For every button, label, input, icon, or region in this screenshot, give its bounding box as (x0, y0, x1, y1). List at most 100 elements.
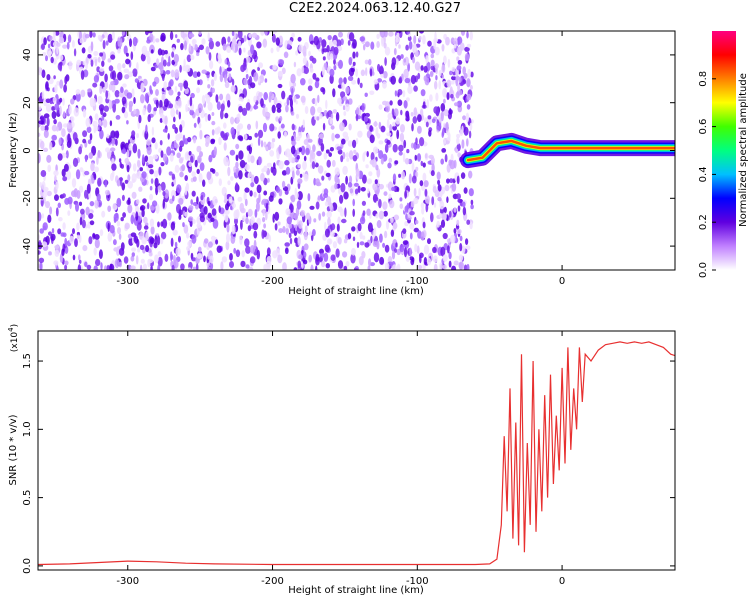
spectrogram-cell (460, 31, 466, 36)
spectrogram-cell (194, 159, 198, 168)
spectrogram-cell (456, 219, 460, 226)
spectrogram-cell (170, 143, 175, 150)
spectrogram-cell (281, 170, 287, 176)
spectrogram-cell (84, 261, 88, 268)
spectrogram-cell (253, 230, 258, 239)
spectrogram-cell (343, 265, 348, 270)
spectrogram-cell (314, 97, 318, 107)
spectrogram-cell (98, 119, 102, 126)
spectrogram-cell (147, 164, 154, 169)
spectrogram-cell (445, 36, 450, 46)
spectrogram-cell (324, 244, 330, 253)
spectrogram-cell (277, 70, 284, 77)
spectrogram-cell (426, 99, 430, 109)
spectrogram-cell (391, 264, 398, 270)
spectrogram-cell (275, 116, 279, 122)
spectrogram-cell (150, 49, 154, 54)
spectrogram-cell (324, 228, 330, 238)
spectrogram-cell (211, 87, 215, 94)
x-tick-label: -200 (261, 276, 284, 287)
spectrogram-cell (136, 222, 142, 231)
spectrogram-cell (392, 143, 398, 153)
spectrogram-cell (74, 238, 78, 248)
spectrogram-cell (420, 202, 425, 209)
spectrogram-cell (427, 40, 432, 47)
spectrogram-cell (188, 205, 194, 211)
spectrogram-cell (296, 155, 300, 160)
spectrogram-cell (355, 68, 358, 77)
spectrogram-cell (393, 48, 397, 56)
spectrogram-cell (221, 256, 228, 263)
spectrogram-cell (38, 120, 44, 125)
spectrogram-cell (176, 38, 180, 43)
spectrogram-cell (171, 51, 175, 58)
spectrogram-cell (173, 139, 177, 149)
snr-line (38, 341, 675, 566)
spectrogram-cell (457, 205, 461, 212)
spectrogram-cell (261, 229, 265, 240)
spectrogram-cell (170, 107, 176, 118)
spectrogram-cell (121, 182, 126, 191)
spectrogram-cell (298, 220, 303, 229)
spectrogram-cell (466, 263, 470, 270)
spectrogram-cell (342, 96, 348, 101)
spectrogram-cell (68, 60, 73, 70)
spectrogram-cell (375, 164, 379, 171)
spectrogram-cell (205, 46, 210, 55)
spectrogram-cell (184, 87, 189, 95)
spectrogram-cell (100, 107, 104, 115)
spectrogram-cell (290, 111, 295, 116)
spectrogram-cell (117, 227, 121, 235)
spectrogram-cell (184, 175, 188, 181)
spectrogram-cell (367, 188, 370, 194)
spectrogram-cell (365, 67, 368, 77)
spectrogram-cell (59, 63, 63, 72)
spectrogram-y-ticks: -40 -20 0 20 40 (22, 49, 675, 254)
spectrogram-cell (352, 155, 358, 162)
spectrogram-cell (92, 32, 96, 38)
spectrogram-cell (76, 222, 80, 231)
spectrogram-cell (211, 120, 216, 126)
spectrogram-cell (350, 253, 356, 264)
spectrogram-cell (418, 187, 421, 198)
spectrogram-cell (251, 32, 258, 38)
spectrogram-cell (154, 177, 159, 188)
signal-track-line (466, 139, 675, 162)
colorbar-label: Normalized spectral amplitude (738, 73, 749, 227)
spectrogram-cell (109, 263, 115, 270)
spectrogram-cell (372, 229, 375, 240)
spectrogram-cell (227, 180, 231, 186)
spectrogram-cell (444, 154, 448, 163)
spectrogram-cell (191, 257, 197, 262)
spectrogram-cell (469, 85, 473, 90)
spectrogram-cell (210, 139, 215, 145)
spectrogram-cell (436, 171, 441, 181)
spectrogram-cell (218, 136, 222, 146)
spectrogram-cell (140, 205, 146, 211)
spectrogram-cell (207, 114, 211, 121)
spectrogram-cell (325, 263, 330, 269)
spectrogram-cell (256, 41, 262, 49)
spectrogram-cell (422, 162, 426, 168)
spectrogram-cell (449, 70, 453, 76)
spectrogram-cell (47, 50, 53, 56)
spectrogram-cell (410, 74, 416, 85)
spectrogram-cell (345, 152, 349, 158)
spectrogram-cell (54, 103, 60, 111)
spectrogram-cell (149, 237, 155, 244)
spectrogram-cell (208, 40, 214, 50)
spectrogram-cell (179, 64, 182, 73)
spectrogram-cell (202, 179, 206, 187)
spectrogram-cell (410, 112, 414, 117)
spectrogram-cell (413, 85, 418, 92)
spectrogram-cell (342, 165, 348, 175)
spectrogram-cell (338, 31, 343, 38)
spectrogram-cell (271, 104, 276, 114)
snr-panel: -300 -200 -100 0 0.0 0.5 1.0 1.5 Height of str… (7, 324, 676, 596)
spectrogram-cell (250, 142, 253, 148)
spectrogram-cell (303, 243, 309, 251)
spectrogram-cell (68, 137, 72, 146)
spectrogram-cell (270, 47, 274, 54)
spectrogram-cell (441, 131, 444, 138)
spectrogram-cell (423, 257, 428, 266)
